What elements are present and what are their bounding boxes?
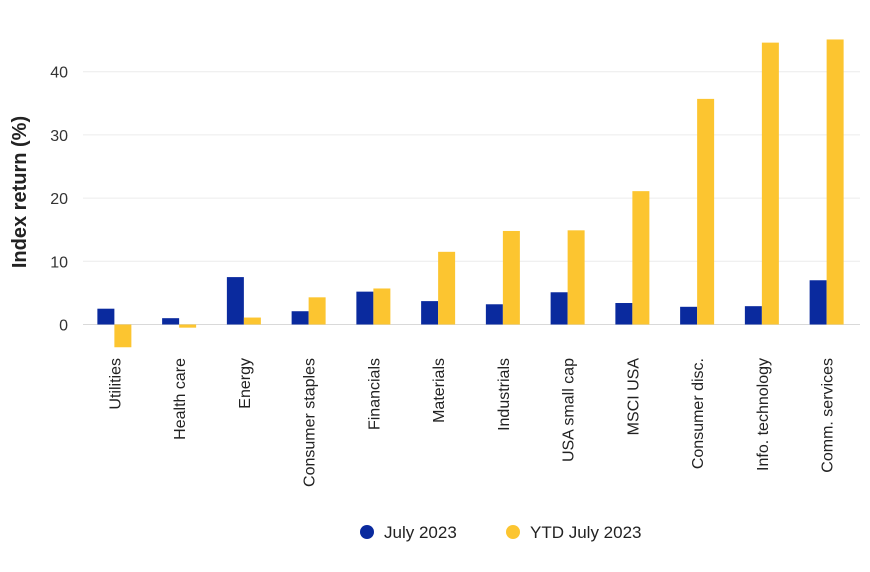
bar (761, 42, 779, 325)
bar (744, 306, 762, 325)
legend-label: July 2023 (384, 523, 457, 542)
category-label: Materials (431, 358, 448, 423)
category-label: MSCI USA (625, 358, 642, 436)
bar (632, 191, 650, 325)
y-tick-label: 10 (50, 254, 68, 271)
category-label: Info. technology (755, 358, 772, 471)
legend: July 2023 YTD July 2023 (360, 523, 642, 542)
y-tick-label: 20 (50, 191, 68, 208)
category-label: Health care (172, 358, 189, 440)
bar (97, 308, 115, 325)
gridlines (83, 71, 860, 325)
y-axis-label: Index return (%) (9, 116, 31, 268)
bar (373, 288, 391, 325)
bar (226, 277, 244, 325)
bar (162, 318, 180, 325)
legend-swatch (360, 525, 374, 539)
legend-item: YTD July 2023 (506, 523, 642, 542)
bar (291, 311, 309, 325)
category-label: Industrials (496, 358, 513, 431)
bar (809, 280, 827, 325)
bar (179, 324, 197, 328)
y-tick-label: 0 (59, 318, 68, 335)
bar (485, 304, 503, 325)
bar (550, 292, 568, 325)
bar (356, 291, 374, 325)
bars (97, 39, 844, 348)
legend-swatch (506, 525, 520, 539)
category-label: Consumer disc. (690, 358, 707, 469)
category-label: USA small cap (561, 358, 578, 462)
category-label: Consumer staples (302, 358, 319, 487)
bar (502, 230, 520, 325)
bar (567, 230, 585, 325)
bar (421, 301, 439, 325)
legend-label: YTD July 2023 (530, 523, 642, 542)
bar (680, 306, 698, 325)
bar (697, 98, 715, 325)
legend-item: July 2023 (360, 523, 457, 542)
bar (308, 297, 326, 325)
bar (243, 317, 261, 325)
y-axis-ticks: 0 10 20 30 40 (50, 65, 68, 335)
category-label: Comm. services (820, 358, 837, 473)
category-labels: Utilities Health care Energy Consumer stapl… (107, 358, 836, 487)
bar (438, 251, 456, 325)
y-tick-label: 30 (50, 128, 68, 145)
category-label: Energy (237, 358, 254, 409)
category-label: Financials (366, 358, 383, 430)
y-tick-label: 40 (50, 65, 68, 82)
bar (114, 324, 132, 348)
category-label: Utilities (107, 358, 124, 410)
bar (615, 303, 633, 325)
bar (826, 39, 844, 325)
